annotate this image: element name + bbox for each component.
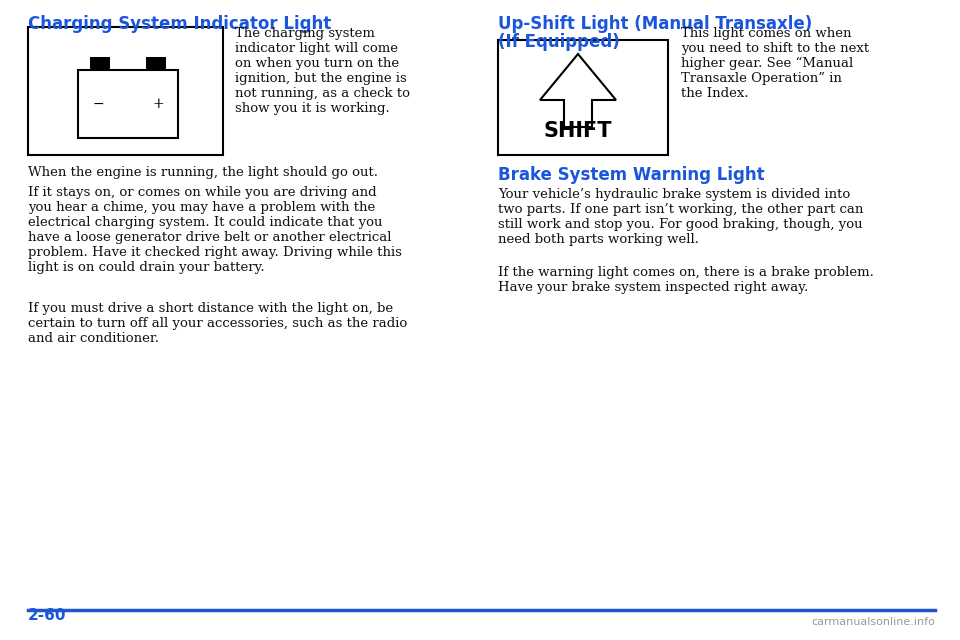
Text: Brake System Warning Light: Brake System Warning Light xyxy=(498,166,764,184)
Text: If the warning light comes on, there is a brake problem.
Have your brake system : If the warning light comes on, there is … xyxy=(498,266,874,294)
Text: Your vehicle’s hydraulic brake system is divided into
two parts. If one part isn: Your vehicle’s hydraulic brake system is… xyxy=(498,188,863,246)
Bar xyxy=(146,57,166,70)
Text: If it stays on, or comes on while you are driving and
you hear a chime, you may : If it stays on, or comes on while you ar… xyxy=(28,186,402,274)
Text: −: − xyxy=(92,97,104,111)
Text: Charging System Indicator Light: Charging System Indicator Light xyxy=(28,15,331,33)
Bar xyxy=(78,70,178,138)
Bar xyxy=(498,40,668,155)
Text: +: + xyxy=(153,97,164,111)
Bar xyxy=(28,27,223,155)
Text: Up-Shift Light (Manual Transaxle): Up-Shift Light (Manual Transaxle) xyxy=(498,15,812,33)
Text: 2-60: 2-60 xyxy=(28,609,66,623)
Text: If you must drive a short distance with the light on, be
certain to turn off all: If you must drive a short distance with … xyxy=(28,302,407,345)
Bar xyxy=(90,57,110,70)
Text: The charging system
indicator light will come
on when you turn on the
ignition, : The charging system indicator light will… xyxy=(235,27,410,115)
Text: SHIFT: SHIFT xyxy=(543,121,612,141)
Text: This light comes on when
you need to shift to the next
higher gear. See “Manual
: This light comes on when you need to shi… xyxy=(681,27,869,100)
Text: When the engine is running, the light should go out.: When the engine is running, the light sh… xyxy=(28,166,378,179)
Text: carmanualsonline.info: carmanualsonline.info xyxy=(811,617,935,627)
Text: (If Equipped): (If Equipped) xyxy=(498,33,620,51)
